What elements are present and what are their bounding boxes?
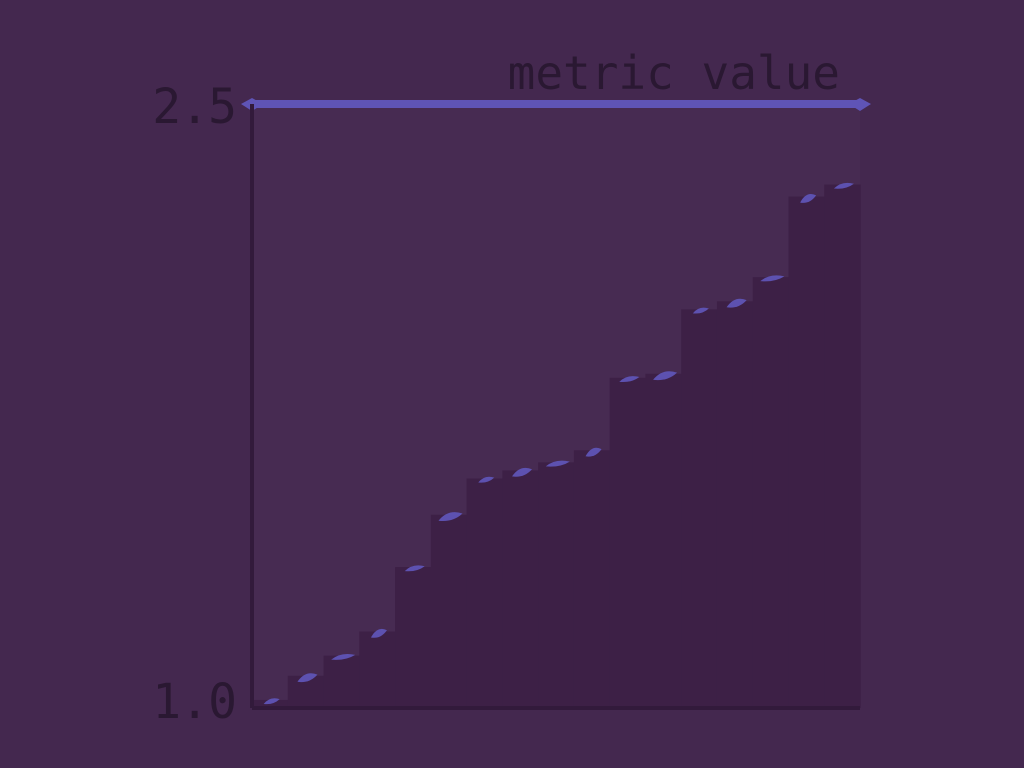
bar	[466, 478, 504, 708]
data-marker	[585, 447, 602, 457]
data-marker	[726, 298, 747, 308]
y-tick-label-bottom: 1.0	[152, 674, 236, 730]
data-marker	[331, 653, 356, 660]
data-marker	[263, 698, 280, 705]
data-marker	[653, 371, 678, 381]
data-marker	[619, 376, 640, 383]
bar	[716, 301, 754, 708]
data-marker	[478, 476, 495, 483]
data-marker	[370, 628, 387, 638]
bar	[359, 631, 396, 708]
bar	[502, 470, 539, 708]
data-marker	[800, 194, 817, 203]
bars-layer	[252, 184, 861, 709]
bar	[609, 377, 647, 708]
bar	[788, 196, 826, 709]
bar	[645, 373, 682, 708]
bar	[681, 309, 718, 708]
y-tick-label-top: 2.5	[152, 79, 236, 135]
data-marker	[692, 307, 709, 314]
bar	[323, 655, 361, 708]
data-marker	[438, 512, 463, 522]
bar	[430, 514, 468, 708]
data-marker	[404, 565, 425, 572]
bar	[538, 462, 575, 708]
bar	[752, 277, 790, 708]
bar	[573, 450, 611, 708]
bar	[252, 699, 289, 708]
data-marker	[760, 275, 785, 282]
bar	[824, 184, 861, 708]
data-marker	[297, 673, 318, 683]
data-marker	[545, 460, 570, 467]
chart-title: metric value	[508, 46, 840, 100]
bar	[395, 567, 432, 708]
data-marker	[512, 467, 533, 477]
data-marker	[833, 182, 854, 189]
